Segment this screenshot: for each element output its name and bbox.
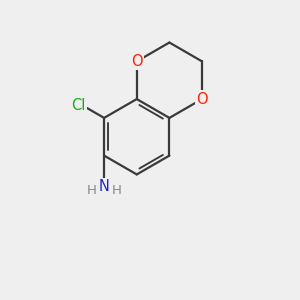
Text: Cl: Cl <box>71 98 85 113</box>
Text: O: O <box>131 54 142 69</box>
Text: H: H <box>112 184 122 197</box>
Text: N: N <box>99 179 110 194</box>
Text: O: O <box>196 92 208 106</box>
Text: H: H <box>87 184 97 197</box>
